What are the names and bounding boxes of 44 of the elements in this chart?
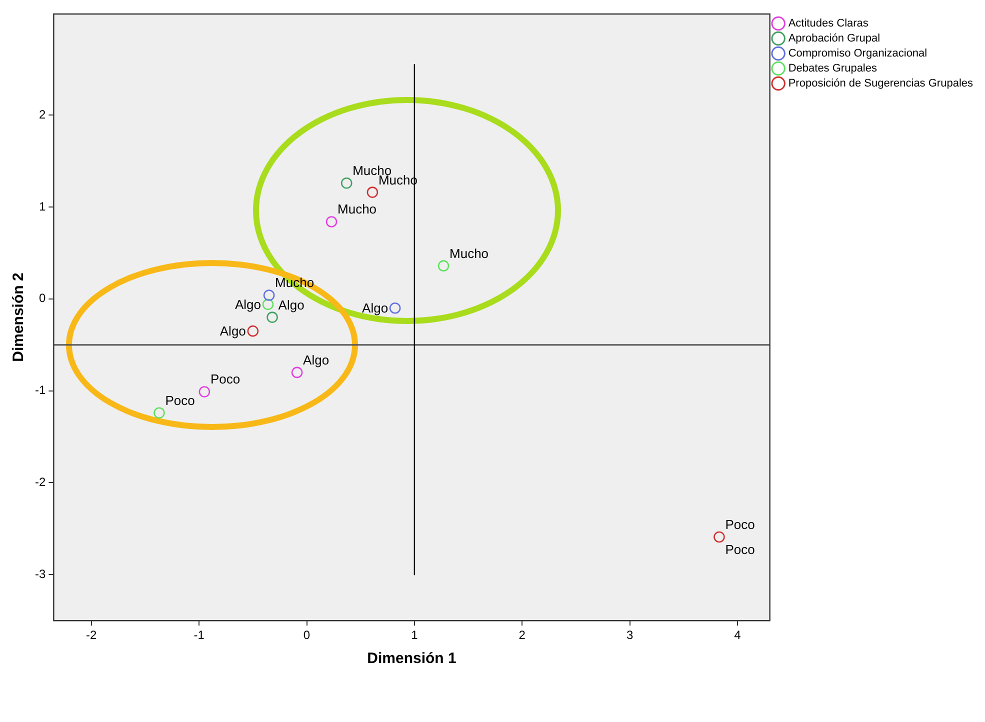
x-axis-title: Dimensión 1 — [367, 650, 456, 668]
data-label: Poco — [165, 392, 195, 408]
y-tick-label: 0 — [38, 291, 46, 306]
point — [340, 177, 352, 189]
x-tick-label: -2 — [86, 628, 98, 642]
legend-label: Compromiso Organizacional — [788, 48, 928, 60]
y-tick-label: 2 — [38, 107, 46, 122]
y-tick-label: 1 — [38, 199, 46, 214]
point — [438, 260, 450, 272]
y-axis-title: Dimensión 2 — [10, 272, 28, 362]
point — [154, 407, 165, 419]
data-label: Mucho — [338, 202, 377, 217]
data-label: Algo — [220, 324, 246, 339]
x-tick-label: 2 — [518, 628, 526, 642]
point — [263, 290, 275, 301]
y-tick-label: -2 — [35, 475, 46, 490]
y-tick-label: -1 — [35, 383, 46, 398]
data-label: Poco — [725, 516, 755, 532]
x-tick-label: 3 — [626, 628, 634, 642]
data-label: Algo — [362, 300, 388, 316]
annotation: Poco — [725, 542, 755, 557]
point — [326, 216, 338, 228]
data-label: Poco — [210, 372, 240, 387]
point — [366, 186, 378, 198]
x-tick-label: 1 — [411, 628, 418, 642]
x-tick-label: -1 — [194, 628, 205, 642]
x-tick-label: 0 — [303, 628, 310, 642]
data-label: Algo — [303, 352, 330, 368]
point — [389, 302, 401, 314]
y-tick-label: -3 — [35, 566, 46, 581]
point — [714, 531, 725, 543]
data-label: Mucho — [450, 246, 489, 261]
point — [291, 366, 303, 378]
point — [247, 325, 259, 337]
legend-label: Debates Grupales — [788, 62, 878, 75]
point — [266, 312, 278, 323]
x-tick-label: 4 — [734, 628, 742, 642]
data-label: Algo — [234, 296, 261, 312]
legend-label: Aprobación Grupal — [788, 32, 880, 45]
legend-label: Actitudes Claras — [788, 18, 869, 30]
point — [262, 298, 274, 310]
data-label: Algo — [278, 297, 304, 312]
point — [198, 386, 210, 398]
legend-label: Proposición de Sugerencias Grupales — [788, 78, 974, 90]
